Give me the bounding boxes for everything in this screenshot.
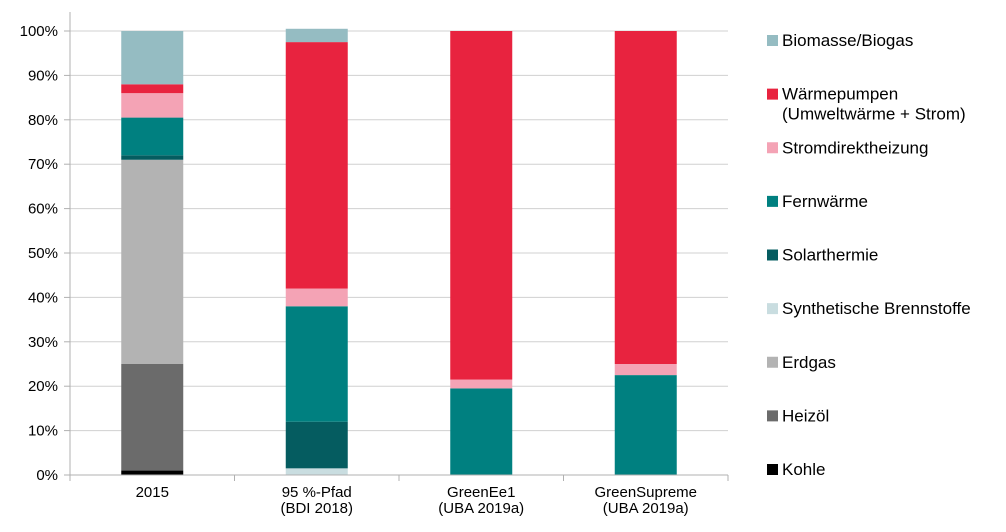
legend-label: Fernwärme xyxy=(782,192,868,211)
legend-label: Kohle xyxy=(782,460,825,479)
bar-segment xyxy=(614,375,677,475)
y-tick-label: 0% xyxy=(36,467,58,484)
legend-swatch xyxy=(767,88,778,100)
bar-segment xyxy=(285,28,348,43)
bar-segment xyxy=(285,421,348,469)
legend-item: Wärmepumpen(Umweltwärme + Strom) xyxy=(767,85,966,124)
bar-segment xyxy=(121,155,184,160)
legend-label: Heizöl xyxy=(782,406,829,425)
x-tick-label: 95 %-Pfad xyxy=(282,484,352,501)
legend-label: Erdgas xyxy=(782,353,836,372)
bar-segment xyxy=(614,364,677,376)
bar-segment xyxy=(121,470,184,475)
y-tick-label: 10% xyxy=(28,423,58,440)
bar-segment xyxy=(121,117,184,156)
bars xyxy=(121,28,677,475)
y-tick-label: 60% xyxy=(28,201,58,218)
x-tick-label: 2015 xyxy=(136,484,169,501)
legend-item: Fernwärme xyxy=(767,192,868,211)
bar-segment xyxy=(121,364,184,471)
y-tick-label: 30% xyxy=(28,334,58,351)
axes: 0% 10% 20% 30% 40% 50% 60% 70% 80% 90% 100% 2015 95 … xyxy=(20,12,729,517)
legend-label: Wärmepumpen xyxy=(782,85,898,104)
bar-segment xyxy=(121,31,184,85)
y-tick-label: 50% xyxy=(28,245,58,262)
y-tick-label: 40% xyxy=(28,289,58,306)
y-tick-label: 70% xyxy=(28,156,58,173)
x-tick-label: (UBA 2019a) xyxy=(438,500,524,517)
bar-segment xyxy=(285,306,348,422)
legend-label: Biomasse/Biogas xyxy=(782,31,913,50)
legend-label: Stromdirektheizung xyxy=(782,138,928,157)
legend-swatch xyxy=(767,142,778,154)
legend-swatch xyxy=(767,356,778,368)
bar-segment xyxy=(285,468,348,475)
legend-swatch xyxy=(767,35,778,46)
bar-segment xyxy=(614,31,677,364)
y-tick-label: 20% xyxy=(28,378,58,395)
legend-swatch xyxy=(767,195,778,207)
bar-segment xyxy=(450,31,513,380)
bar-segment xyxy=(450,388,513,475)
legend-swatch xyxy=(767,249,778,261)
x-tick-label: (BDI 2018) xyxy=(280,500,353,517)
y-tick-label: 90% xyxy=(28,67,58,84)
legend-item: Solarthermie xyxy=(767,246,878,265)
legend-item: Kohle xyxy=(767,460,825,479)
legend-item: Erdgas xyxy=(767,353,836,372)
x-tick-label: (UBA 2019a) xyxy=(603,500,689,517)
legend-label: Synthetische Brennstoffe xyxy=(782,299,971,318)
legend-label: (Umweltwärme + Strom) xyxy=(782,105,966,124)
x-tick-label: GreenEe1 xyxy=(447,484,515,501)
bar-segment xyxy=(285,42,348,289)
legend-swatch xyxy=(767,464,778,475)
legend-swatch xyxy=(767,410,778,422)
legend-label: Solarthermie xyxy=(782,246,878,265)
bar-segment xyxy=(121,159,184,364)
legend-item: Heizöl xyxy=(767,406,829,425)
y-tick-label: 100% xyxy=(20,23,58,40)
legend: Biomasse/Biogas Wärmepumpen(Umweltwärme +… xyxy=(767,31,971,479)
legend-item: Synthetische Brennstoffe xyxy=(767,299,971,318)
bar-segment xyxy=(285,288,348,307)
legend-item: Biomasse/Biogas xyxy=(767,31,913,50)
y-tick-label: 80% xyxy=(28,112,58,129)
bar-segment xyxy=(450,379,513,389)
bar-segment xyxy=(121,84,184,94)
x-tick-label: GreenSupreme xyxy=(594,484,697,501)
legend-swatch xyxy=(767,303,778,315)
legend-item: Stromdirektheizung xyxy=(767,138,928,157)
bar-segment xyxy=(121,93,184,118)
